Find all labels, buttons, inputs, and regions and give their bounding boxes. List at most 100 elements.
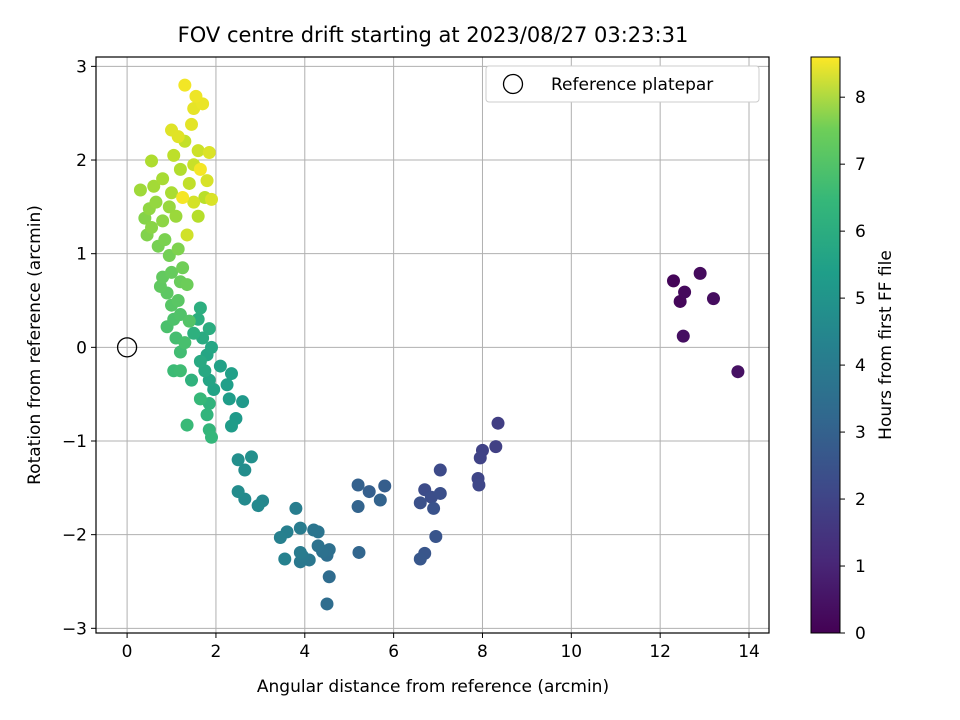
x-tick-label: 0 — [122, 642, 133, 662]
scatter-point — [413, 496, 427, 510]
scatter-point — [156, 172, 170, 186]
x-tick-label: 2 — [211, 642, 222, 662]
y-tick-label: 2 — [76, 151, 87, 171]
scatter-point — [307, 523, 321, 537]
y-axis-label: Rotation from reference (arcmin) — [25, 205, 45, 485]
scatter-point — [273, 530, 287, 544]
colorbar-tick-label: 8 — [855, 88, 866, 108]
scatter-point — [693, 266, 707, 280]
scatter-point — [145, 154, 159, 168]
y-tick-label: 0 — [76, 338, 87, 358]
scatter-point — [193, 392, 207, 406]
colorbar-tick-label: 5 — [855, 289, 866, 309]
scatter-point — [178, 336, 192, 350]
x-tick-label: 4 — [299, 642, 310, 662]
x-tick-label: 6 — [388, 642, 399, 662]
scatter-point — [176, 190, 190, 204]
scatter-point — [278, 552, 292, 566]
colorbar-tick-label: 6 — [855, 222, 866, 242]
colorbar: 0 1 2 3 4 5 6 7 8 Hours from first FF file — [810, 56, 896, 644]
scatter-point — [147, 179, 161, 193]
scatter-point — [231, 485, 245, 499]
scatter-point — [676, 329, 690, 343]
scatter-point — [173, 162, 187, 176]
scatter-point — [373, 493, 387, 507]
scatter-point — [180, 418, 194, 432]
scatter-point — [251, 499, 265, 513]
scatter-point — [489, 440, 503, 454]
reference-point-marker — [116, 337, 138, 358]
legend-entry: Reference platepar — [551, 75, 713, 95]
scatter-point — [193, 162, 207, 176]
scatter-point — [202, 146, 216, 160]
scatter-point — [220, 378, 234, 392]
scatter-point — [204, 340, 218, 354]
scatter-point — [178, 78, 192, 92]
scatter-point — [231, 453, 245, 467]
x-tick-label: 8 — [477, 642, 488, 662]
scatter-point — [191, 209, 205, 223]
scatter-point — [427, 501, 441, 515]
scatter-point — [472, 478, 486, 492]
colorbar-gradient — [810, 56, 841, 634]
scatter-point — [149, 195, 163, 209]
scatter-point — [189, 89, 203, 103]
scatter-point — [162, 200, 176, 214]
scatter-point — [173, 308, 187, 322]
colorbar-tick-label: 0 — [855, 624, 866, 644]
scatter-point — [429, 530, 443, 544]
scatter-point — [182, 176, 196, 190]
scatter-point — [293, 521, 307, 535]
scatter-point — [224, 419, 238, 433]
y-tick-label: −3 — [62, 619, 87, 639]
scatter-point — [322, 570, 336, 584]
scatter-point — [289, 501, 303, 515]
colorbar-tick-label: 1 — [855, 557, 866, 577]
scatter-point — [433, 463, 447, 477]
colorbar-tick-label: 3 — [855, 423, 866, 443]
reference-marker — [116, 337, 138, 358]
scatter-point — [156, 214, 170, 228]
scatter-point — [133, 183, 147, 197]
y-tick-label: 3 — [76, 57, 87, 77]
scatter-point — [236, 395, 250, 409]
scatter-point — [311, 539, 325, 553]
scatter-point — [731, 365, 745, 379]
scatter-point — [224, 367, 238, 381]
scatter-point — [222, 392, 236, 406]
y-tick-label: 1 — [76, 245, 87, 265]
scatter-point — [413, 552, 427, 566]
scatter-point — [433, 486, 447, 500]
x-axis-ticks: 0 2 4 6 8 10 12 14 — [122, 633, 760, 662]
scatter-point — [180, 278, 194, 292]
scatter-point — [165, 186, 179, 200]
scatter-point — [167, 148, 181, 162]
scatter-point — [204, 430, 218, 444]
scatter-point — [362, 485, 376, 499]
scatter-point — [238, 463, 252, 477]
scatter-point — [706, 292, 720, 306]
scatter-point — [193, 354, 207, 368]
scatter-point — [187, 195, 201, 209]
x-tick-label: 10 — [560, 642, 582, 662]
y-tick-label: −2 — [62, 526, 87, 546]
scatter-point — [182, 314, 196, 328]
scatter-point — [169, 209, 183, 223]
legend-box — [485, 65, 760, 103]
scatter-point — [213, 359, 227, 373]
data-points — [133, 78, 745, 611]
scatter-point — [173, 364, 187, 378]
y-axis-ticks: −3 −2 −1 0 1 2 3 — [62, 57, 96, 639]
scatter-point — [244, 450, 258, 464]
scatter-point — [204, 192, 218, 206]
scatter-point — [293, 545, 307, 559]
scatter-point — [171, 242, 185, 256]
scatter-point — [187, 326, 201, 340]
scatter-point — [180, 228, 194, 242]
grid-lines — [96, 57, 769, 633]
scatter-point — [185, 373, 199, 387]
scatter-point — [666, 274, 680, 288]
scatter-point — [352, 545, 366, 559]
colorbar-ticks: 0 1 2 3 4 5 6 7 8 — [840, 88, 866, 644]
